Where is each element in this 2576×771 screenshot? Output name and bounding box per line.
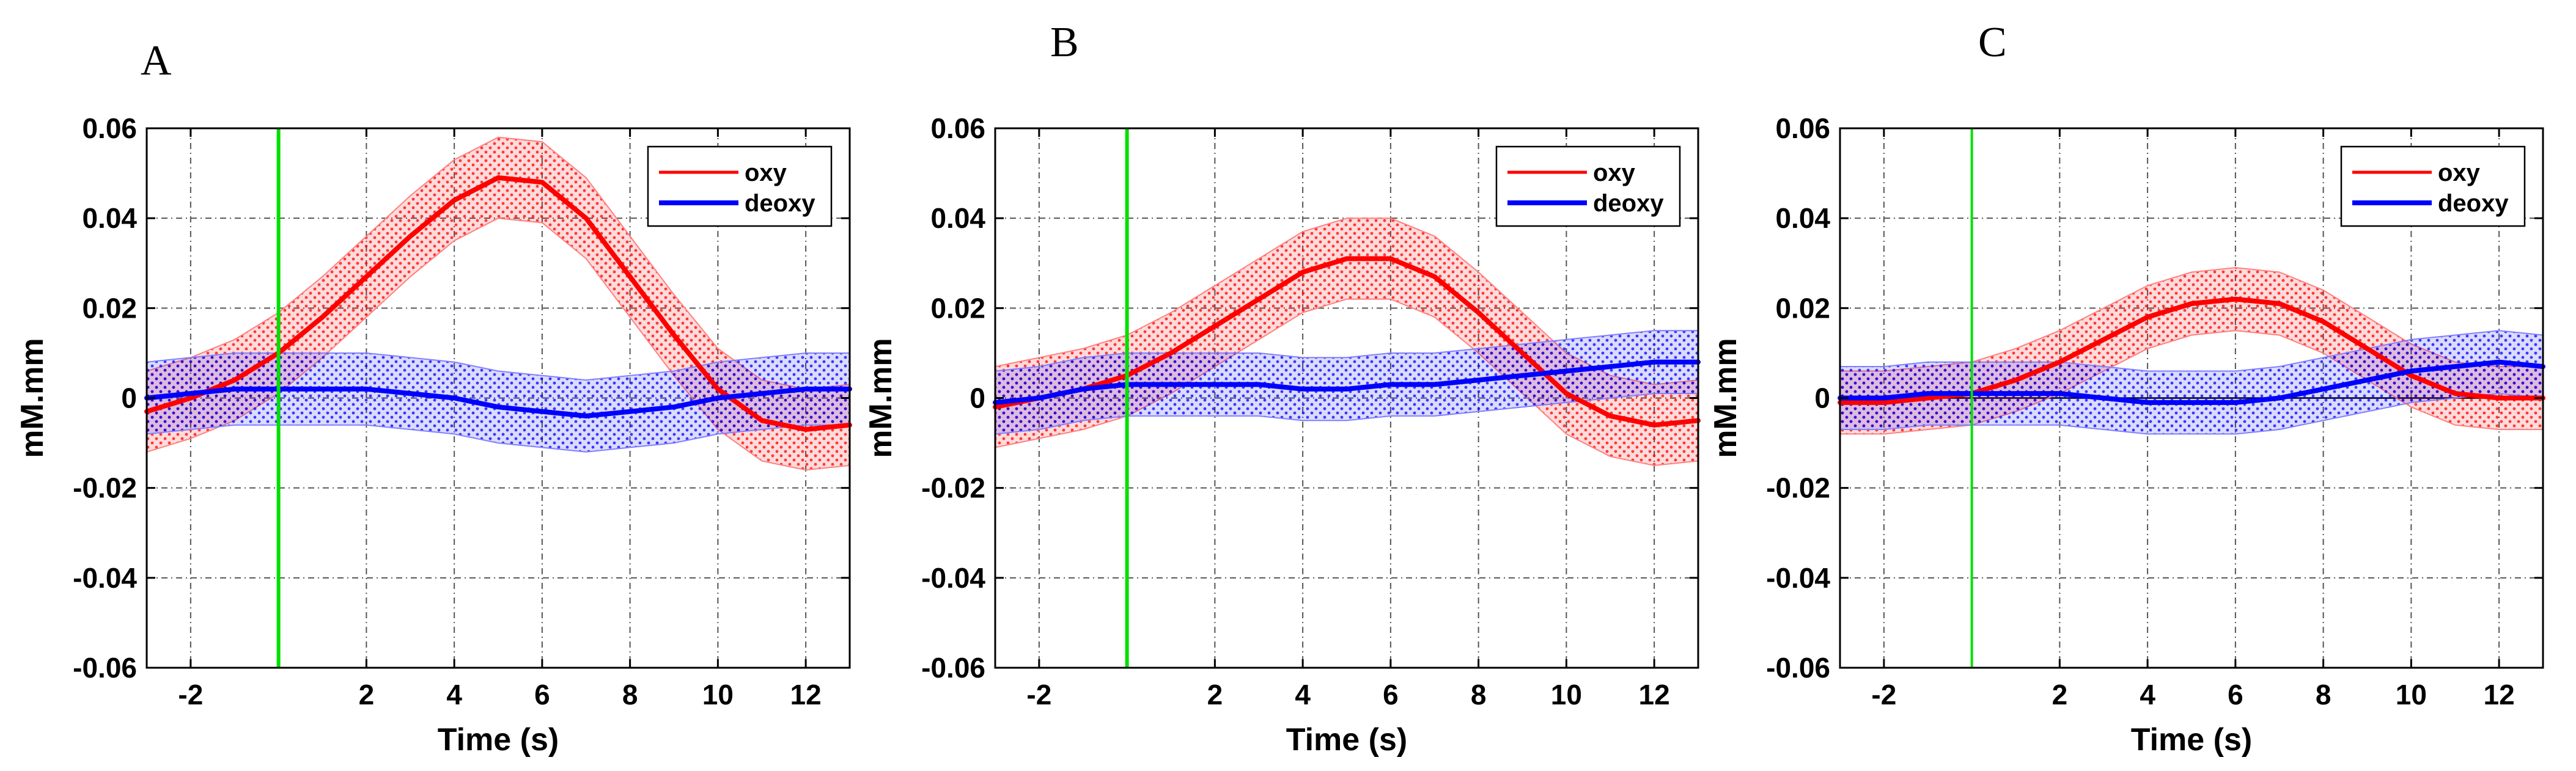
- x-tick-label: 4: [446, 679, 462, 711]
- x-tick-label: 12: [790, 679, 822, 711]
- legend: oxy deoxy: [2340, 145, 2526, 227]
- y-tick-label: -0.04: [921, 562, 985, 594]
- x-tick-label: 10: [702, 679, 734, 711]
- y-tick-label: 0.06: [82, 112, 137, 144]
- legend-label-oxy: oxy: [745, 159, 787, 186]
- y-tick-label: -0.04: [73, 562, 137, 594]
- x-tick-label: 2: [2052, 679, 2068, 711]
- y-tick-label: -0.02: [921, 472, 985, 504]
- x-tick-label: 10: [1551, 679, 1582, 711]
- y-axis-label: mM.mm: [15, 338, 50, 458]
- x-tick-label: 8: [2316, 679, 2331, 711]
- x-tick-label: 8: [622, 679, 638, 711]
- legend-label-oxy: oxy: [1593, 159, 1636, 186]
- legend-label-oxy: oxy: [2438, 159, 2481, 186]
- y-tick-label: 0: [970, 382, 985, 414]
- y-tick-label: -0.02: [1766, 472, 1830, 504]
- y-tick-label: 0.04: [82, 202, 137, 234]
- x-tick-label: 8: [1471, 679, 1487, 711]
- legend: oxy deoxy: [647, 145, 833, 227]
- y-tick-label: 0.06: [1775, 112, 1830, 144]
- y-tick-label: -0.06: [1766, 652, 1830, 684]
- legend-box: [2340, 145, 2526, 227]
- y-tick-label: 0.04: [930, 202, 985, 234]
- legend: oxy deoxy: [1495, 145, 1681, 227]
- panel-letter: C: [1978, 19, 2007, 66]
- y-tick-label: 0.02: [930, 292, 985, 324]
- y-tick-label: -0.06: [73, 652, 137, 684]
- x-tick-label: 10: [2396, 679, 2427, 711]
- y-tick-label: -0.04: [1766, 562, 1830, 594]
- y-tick-label: 0: [121, 382, 137, 414]
- y-tick-label: 0: [1814, 382, 1830, 414]
- x-tick-label: 2: [359, 679, 375, 711]
- legend-label-deoxy: deoxy: [2438, 190, 2509, 217]
- y-tick-label: -0.02: [73, 472, 137, 504]
- y-tick-label: -0.06: [921, 652, 985, 684]
- x-tick-label: 6: [1383, 679, 1399, 711]
- chart-panel-b: B -2 2 4 6 8 10 12 -0.06 -0.04 -0.02 0 0.02 0.04 0.06 T…: [863, 19, 1701, 758]
- y-axis-label: mM.mm: [863, 338, 899, 458]
- legend-label-deoxy: deoxy: [1593, 190, 1664, 217]
- x-axis-label: Time (s): [1286, 722, 1407, 758]
- x-tick-label: 12: [2484, 679, 2515, 711]
- y-tick-label: 0.02: [82, 292, 137, 324]
- x-axis-label: Time (s): [438, 722, 559, 758]
- y-tick-label: 0.02: [1775, 292, 1830, 324]
- legend-box: [1495, 145, 1681, 227]
- legend-label-deoxy: deoxy: [745, 190, 815, 217]
- legend-box: [647, 145, 833, 227]
- x-tick-label: 4: [2140, 679, 2155, 711]
- y-axis-label: mM.mm: [1708, 338, 1743, 458]
- x-tick-label: 2: [1207, 679, 1223, 711]
- chart-panel-a: A -2 2 4 6 8 10 12 -0.06 -0.04 -0.02 0 0.02 0.04 0.06 T…: [15, 37, 852, 758]
- y-tick-label: 0.06: [930, 112, 985, 144]
- chart-panel-c: C -2 2 4 6 8 10 12 -0.06 -0.04 -0.02 0 0.02 0.04 0.06 T…: [1708, 19, 2545, 758]
- y-tick-label: 0.04: [1775, 202, 1830, 234]
- x-tick-label: -2: [1026, 679, 1051, 711]
- x-tick-label: 6: [2228, 679, 2243, 711]
- x-tick-label: 4: [1295, 679, 1311, 711]
- panel-letter: B: [1050, 19, 1079, 66]
- x-axis-label: Time (s): [2131, 722, 2252, 758]
- panel-letter: A: [141, 37, 172, 84]
- x-tick-label: -2: [178, 679, 203, 711]
- x-tick-label: -2: [1871, 679, 1896, 711]
- x-tick-label: 12: [1639, 679, 1670, 711]
- x-tick-label: 6: [534, 679, 550, 711]
